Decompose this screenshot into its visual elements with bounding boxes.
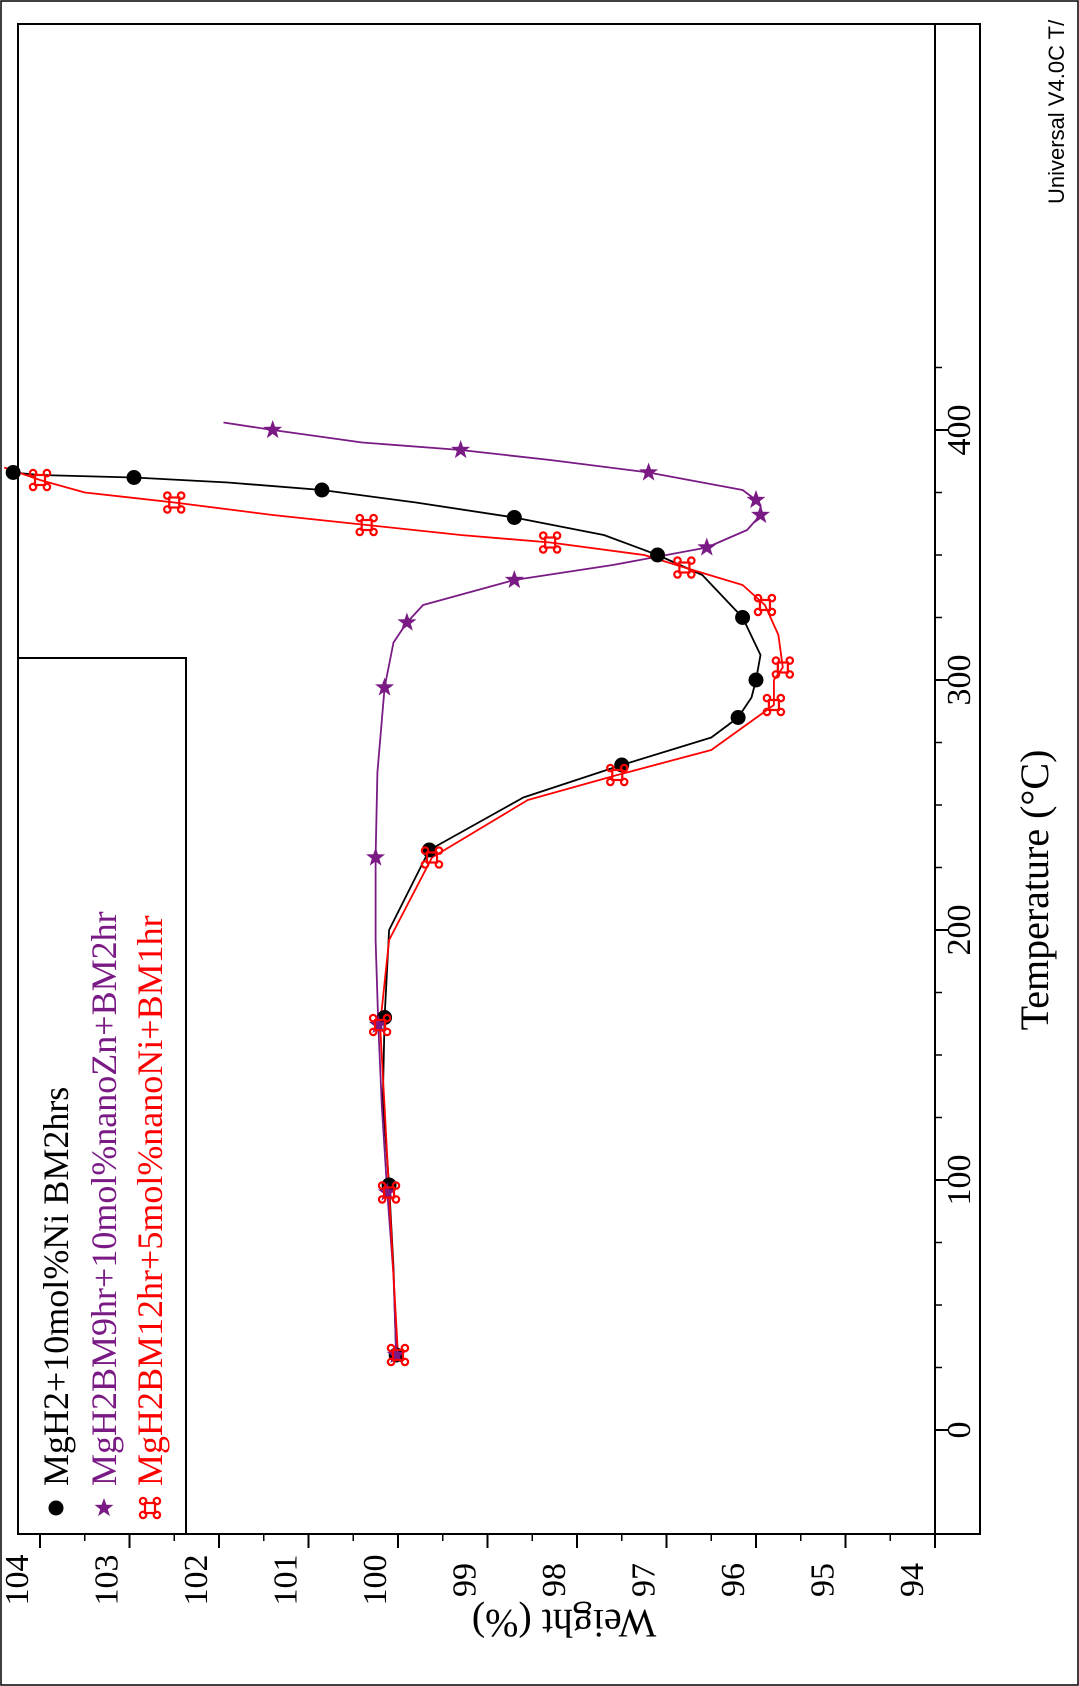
data-point-cmd (606, 763, 629, 787)
data-point-star (366, 847, 386, 866)
instrument-note: Universal V4.0C T/ (1044, 19, 1069, 204)
y-tick-label: 104 (0, 1555, 36, 1606)
y-tick-label: 102 (178, 1555, 215, 1606)
data-point-cmd (138, 1496, 162, 1520)
y-tick-label: 97 (626, 1563, 663, 1597)
data-point-star (377, 1182, 397, 1201)
y-tick-label: 101 (268, 1555, 305, 1606)
legend-label: MgH2BM9hr+10mol%nanoZn+BM2hr (84, 911, 124, 1486)
data-point-star (697, 537, 717, 556)
data-point-star (751, 505, 770, 524)
data-point-cmd (368, 1013, 392, 1037)
x-tick-label: 100 (941, 1155, 978, 1206)
x-tick-label: 300 (941, 655, 978, 706)
legend-label: MgH2BM12hr+5mol%nanoNi+BM1hr (130, 915, 170, 1486)
data-point-circle (735, 610, 751, 625)
data-point-circle (506, 510, 522, 525)
legend: MgH2+10mol%Ni BM2hrs MgH2BM9hr+10mol%nano… (17, 657, 187, 1535)
y-tick-label: 99 (447, 1563, 484, 1597)
x-tick-label: 200 (941, 905, 978, 956)
y-tick-label: 94 (894, 1563, 931, 1597)
data-point-cmd (673, 556, 696, 579)
legend-box (17, 657, 187, 1535)
data-point-cmd (163, 491, 186, 514)
data-point-circle (48, 1500, 64, 1516)
data-point-circle (650, 547, 666, 563)
data-point-star (368, 1015, 388, 1034)
y-tick-label: 96 (715, 1563, 752, 1597)
data-point-star (263, 420, 283, 439)
data-point-cmd (377, 1181, 401, 1204)
data-point-star (375, 677, 395, 696)
data-point-cmd (355, 513, 378, 537)
data-point-circle (5, 465, 21, 480)
y-axis-label: Weight (%) (472, 1601, 657, 1646)
series-line-2 (223, 421, 762, 1356)
y-tick-label: 98 (536, 1563, 573, 1597)
y-tick-label: 103 (89, 1555, 126, 1606)
y-tick-label: 95 (805, 1563, 842, 1597)
data-point-cmd (753, 593, 777, 617)
data-point-star (397, 612, 417, 631)
x-tick-label: 400 (941, 405, 978, 456)
data-point-star (746, 490, 766, 509)
data-point-star (94, 1498, 114, 1517)
x-axis-label: Temperature (°C) (1012, 750, 1057, 1031)
data-point-cmd (538, 531, 562, 554)
markers (5, 420, 795, 1367)
legend-label: MgH2+10mol%Ni BM2hrs (36, 1087, 76, 1486)
data-point-star (639, 462, 659, 481)
data-point-cmd (28, 468, 52, 492)
y-tick-label: 100 (357, 1555, 394, 1606)
data-point-circle (748, 672, 764, 688)
data-point-circle (730, 710, 746, 725)
x-tick-label: 0 (941, 1422, 978, 1439)
data-point-cmd (386, 1343, 410, 1367)
data-point-cmd (762, 693, 786, 717)
data-point-cmd (420, 846, 444, 869)
data-point-star (504, 570, 524, 589)
data-point-star (451, 440, 471, 459)
data-point-circle (314, 482, 330, 498)
data-point-star (386, 1345, 406, 1364)
data-point-cmd (771, 656, 795, 679)
data-point-circle (126, 470, 142, 485)
